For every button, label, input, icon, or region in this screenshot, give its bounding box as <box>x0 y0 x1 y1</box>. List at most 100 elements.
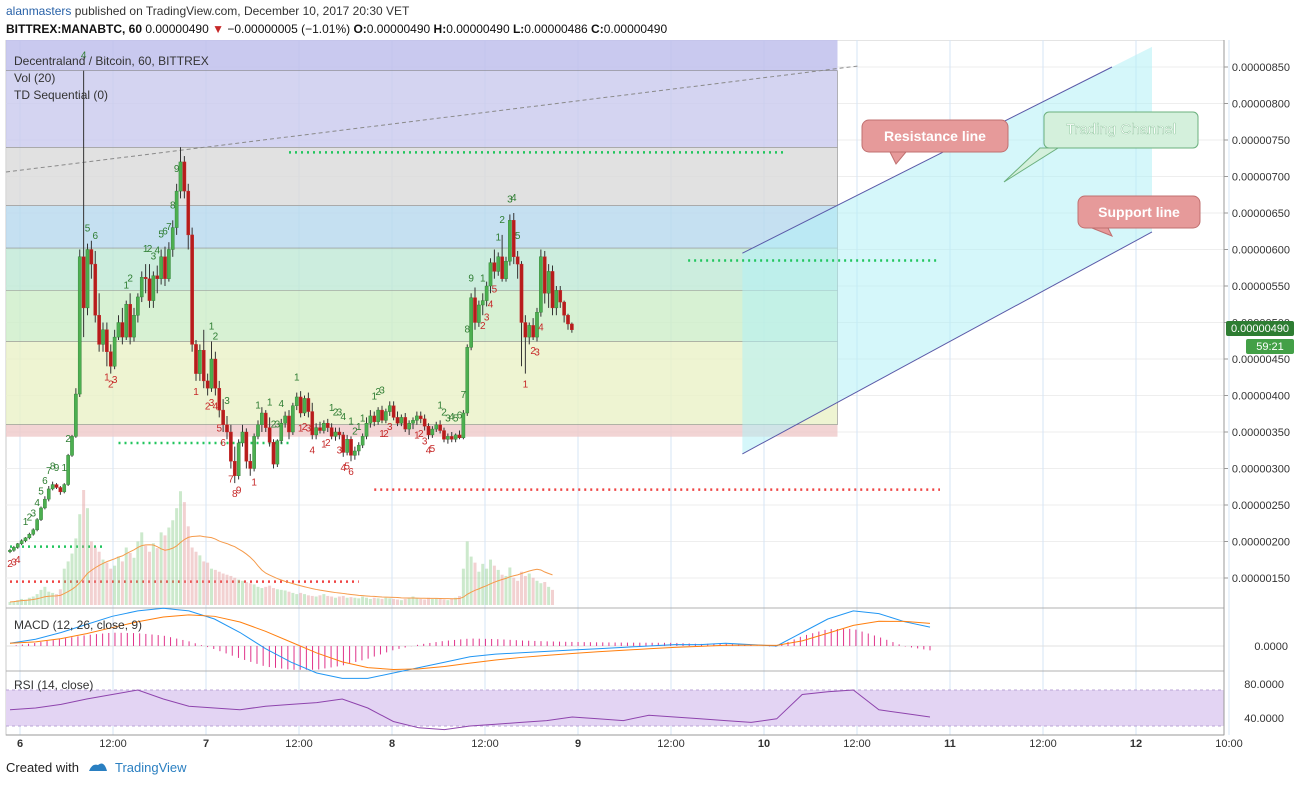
td-buy-count: 2 <box>213 332 219 343</box>
td-sell-count: 1 <box>321 439 327 450</box>
volume-bar <box>299 592 303 605</box>
candle-body <box>221 409 225 425</box>
volume-bar <box>407 597 411 605</box>
candle-body <box>453 434 458 440</box>
candle-body <box>508 220 512 262</box>
td-buy-count: 9 <box>468 273 474 284</box>
candle-body <box>291 405 295 433</box>
candle-body <box>256 424 260 437</box>
time-axis[interactable]: 6 12:00 7 12:00 8 12:00 9 12:00 10 12:00 11 12:00 12… <box>17 738 1243 750</box>
td-sell-count: 5 <box>216 423 222 434</box>
trading-channel-callout[interactable]: Trading Channel <box>1003 111 1199 183</box>
volume-ma-line <box>9 535 553 603</box>
volume-bar <box>31 596 35 605</box>
timer-badge <box>1246 339 1294 354</box>
candle-body <box>225 424 229 433</box>
td-buy-count: 1 <box>495 232 501 243</box>
td-buy-count: 4 <box>511 193 517 204</box>
volume-bar <box>144 545 148 605</box>
legend-macd[interactable]: MACD (12, 26, close, 9) <box>14 618 142 632</box>
legend-volume[interactable]: Vol (20) <box>14 71 55 85</box>
volume-bar <box>504 575 508 605</box>
td-buy-count: 9 <box>54 463 60 474</box>
candle-body <box>329 427 334 437</box>
td-sell-count: 3 <box>422 437 428 448</box>
candle-body <box>248 461 253 469</box>
resistance-callout[interactable]: Resistance line <box>861 119 1009 165</box>
volume-bar <box>109 568 113 605</box>
candle-body <box>132 315 136 338</box>
candle-body <box>217 388 222 411</box>
candle-body <box>422 418 427 427</box>
volume-bar <box>539 583 543 605</box>
candle-body <box>368 415 373 424</box>
volume-bar <box>388 598 392 605</box>
candle-body <box>205 380 210 389</box>
candle-body <box>511 220 516 258</box>
td-sell-count: 2 <box>7 559 13 570</box>
volume-bar <box>66 561 70 605</box>
volume-bar <box>27 597 31 605</box>
legend-title[interactable]: Decentraland / Bitcoin, 60, BITTREX <box>14 54 209 68</box>
price-axis[interactable]: 0.00000850 0.00000800 0.00000750 0.00000700… <box>1224 62 1290 585</box>
candle-body <box>531 325 535 338</box>
price-axis-label: 0.00000750 <box>1232 135 1290 147</box>
candle-body <box>198 350 202 374</box>
td-buy-count: 5 <box>85 224 91 235</box>
td-sell-count: 6 <box>220 438 226 449</box>
td-sell-count: 2 <box>205 402 211 413</box>
close-value: 0.00000490 <box>603 22 668 36</box>
td-sell-count: 4 <box>340 463 346 474</box>
candle-body <box>302 398 307 414</box>
td-buy-count: 5 <box>515 231 521 242</box>
trading-channel-callout-text: Trading Channel <box>1066 121 1176 138</box>
candle-body <box>43 498 47 509</box>
macd-histogram <box>15 628 931 670</box>
td-sell-count: 3 <box>534 347 540 358</box>
candle-body <box>477 304 481 323</box>
candle-body <box>535 312 539 338</box>
price-axis-label: 0.00000800 <box>1232 99 1290 111</box>
legend-rsi[interactable]: RSI (14, close) <box>14 678 93 692</box>
volume-bar <box>206 562 210 605</box>
candle-body <box>465 347 470 414</box>
ohlc-line: BITTREX:MANABTC, 60 0.00000490 ▼ −0.0000… <box>6 22 667 36</box>
candle-body <box>170 227 175 250</box>
candle-body <box>484 285 489 301</box>
candle-body <box>341 434 346 453</box>
candle-body <box>12 547 16 551</box>
volume-bar <box>233 577 237 605</box>
candle-body <box>39 507 43 520</box>
candle-body <box>380 409 384 421</box>
volume-bar <box>547 586 551 605</box>
volume-bar <box>93 547 97 605</box>
volume-bar <box>357 598 361 605</box>
candle-body <box>442 430 446 440</box>
candle-body <box>27 534 32 539</box>
volume-bar <box>481 563 485 605</box>
volume-bar <box>314 596 318 605</box>
candle-body <box>457 434 462 439</box>
last-price-badge-text: 0.00000490 <box>1231 323 1289 335</box>
volume-bar <box>78 514 82 605</box>
price-axis-label: 0.00000150 <box>1232 573 1290 585</box>
legend-td-sequential[interactable]: TD Sequential (0) <box>14 88 108 102</box>
support-callout[interactable]: Support line <box>1077 195 1201 237</box>
candle-body <box>407 423 411 430</box>
volume-bar <box>8 601 12 605</box>
td-buy-count: 1 <box>23 517 29 528</box>
author-link[interactable]: alanmasters <box>6 4 72 18</box>
volume-bar <box>322 594 326 605</box>
candle-body <box>120 322 125 338</box>
td-sell-count: 3 <box>306 423 312 434</box>
footer-brand-link[interactable]: TradingView <box>114 760 187 775</box>
candle-body <box>116 322 121 338</box>
td-buy-count: 3 <box>507 194 513 205</box>
td-buy-count: 2 <box>127 273 133 284</box>
td-sell-count: 6 <box>348 467 354 478</box>
volume-bar <box>105 562 109 605</box>
macd-line <box>9 607 931 679</box>
candle-body <box>372 415 377 422</box>
volume-bar <box>430 598 434 605</box>
